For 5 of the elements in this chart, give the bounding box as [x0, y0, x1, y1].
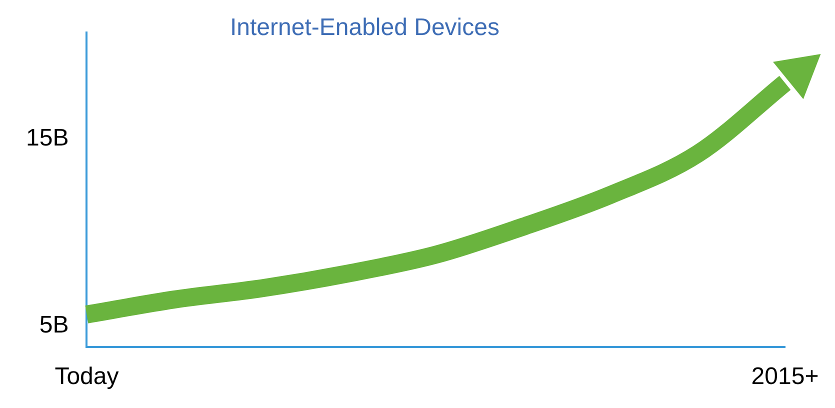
- chart-title: Internet-Enabled Devices: [230, 14, 500, 42]
- y-tick-label: 5B: [39, 311, 69, 338]
- x-tick-label: Today: [54, 363, 119, 390]
- x-tick-label: 2015+: [751, 363, 819, 390]
- y-tick-label: 15B: [26, 124, 69, 152]
